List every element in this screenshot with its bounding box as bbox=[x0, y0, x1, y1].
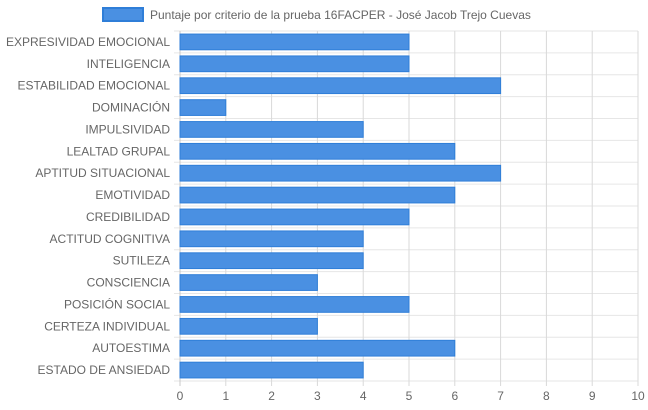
bar[interactable] bbox=[179, 142, 456, 160]
x-tick-label: 4 bbox=[360, 389, 367, 403]
category-label: AUTOESTIMA bbox=[92, 341, 170, 355]
x-tick-label: 1 bbox=[222, 389, 229, 403]
category-label: EMOTIVIDAD bbox=[95, 188, 170, 202]
bar[interactable] bbox=[179, 296, 410, 313]
category-label: CREDIBILIDAD bbox=[86, 210, 170, 224]
bar[interactable] bbox=[179, 208, 410, 226]
category-labels: EXPRESIVIDAD EMOCIONAL INTELIGENCIA ESTABI… bbox=[6, 35, 170, 377]
category-label: ESTABILIDAD EMOCIONAL bbox=[18, 79, 171, 93]
category-label: CERTEZA INDIVIDUAL bbox=[44, 319, 170, 333]
bar[interactable] bbox=[179, 77, 502, 95]
x-tick-label: 0 bbox=[177, 389, 184, 403]
category-label: ACTITUD COGNITIVA bbox=[50, 232, 170, 246]
bar[interactable] bbox=[179, 361, 364, 379]
bar[interactable] bbox=[179, 317, 318, 335]
category-label: EXPRESIVIDAD EMOCIONAL bbox=[6, 35, 170, 49]
x-tick-label: 7 bbox=[497, 389, 504, 403]
category-label: DOMINACIÓN bbox=[92, 100, 170, 115]
bar[interactable] bbox=[179, 164, 502, 182]
category-label: POSICIÓN SOCIAL bbox=[64, 296, 170, 311]
x-tick-label: 8 bbox=[543, 389, 550, 403]
x-tick-label: 3 bbox=[314, 389, 321, 403]
bar[interactable] bbox=[179, 252, 364, 270]
x-tick-labels: 0 1 2 3 4 5 6 7 8 9 10 bbox=[177, 389, 645, 403]
legend-label[interactable]: Puntaje por criterio de la prueba 16FACP… bbox=[150, 8, 531, 22]
grid-lines bbox=[174, 30, 639, 386]
bar[interactable] bbox=[179, 99, 227, 116]
bar[interactable] bbox=[179, 339, 456, 357]
category-label: ESTADO DE ANSIEDAD bbox=[38, 363, 171, 377]
x-tick-label: 6 bbox=[451, 389, 458, 403]
category-label: SUTILEZA bbox=[113, 254, 170, 268]
category-label: IMPULSIVIDAD bbox=[85, 122, 170, 136]
x-tick-label: 9 bbox=[589, 389, 596, 403]
x-tick-label: 2 bbox=[268, 389, 275, 403]
bar[interactable] bbox=[179, 121, 364, 138]
bar[interactable] bbox=[179, 230, 364, 248]
bars bbox=[179, 33, 502, 379]
legend[interactable]: Puntaje por criterio de la prueba 16FACP… bbox=[102, 7, 531, 22]
bar[interactable] bbox=[179, 186, 456, 204]
legend-swatch[interactable] bbox=[102, 7, 144, 22]
x-tick-label: 5 bbox=[406, 389, 413, 403]
bar[interactable] bbox=[179, 55, 410, 73]
category-label: LEALTAD GRUPAL bbox=[67, 144, 171, 158]
category-label: INTELIGENCIA bbox=[87, 57, 170, 71]
bar[interactable] bbox=[179, 33, 410, 51]
x-tick-label: 10 bbox=[631, 389, 645, 403]
category-label: APTITUD SITUACIONAL bbox=[35, 166, 170, 180]
bar[interactable] bbox=[179, 274, 318, 291]
category-label: CONSCIENCIA bbox=[87, 276, 170, 290]
